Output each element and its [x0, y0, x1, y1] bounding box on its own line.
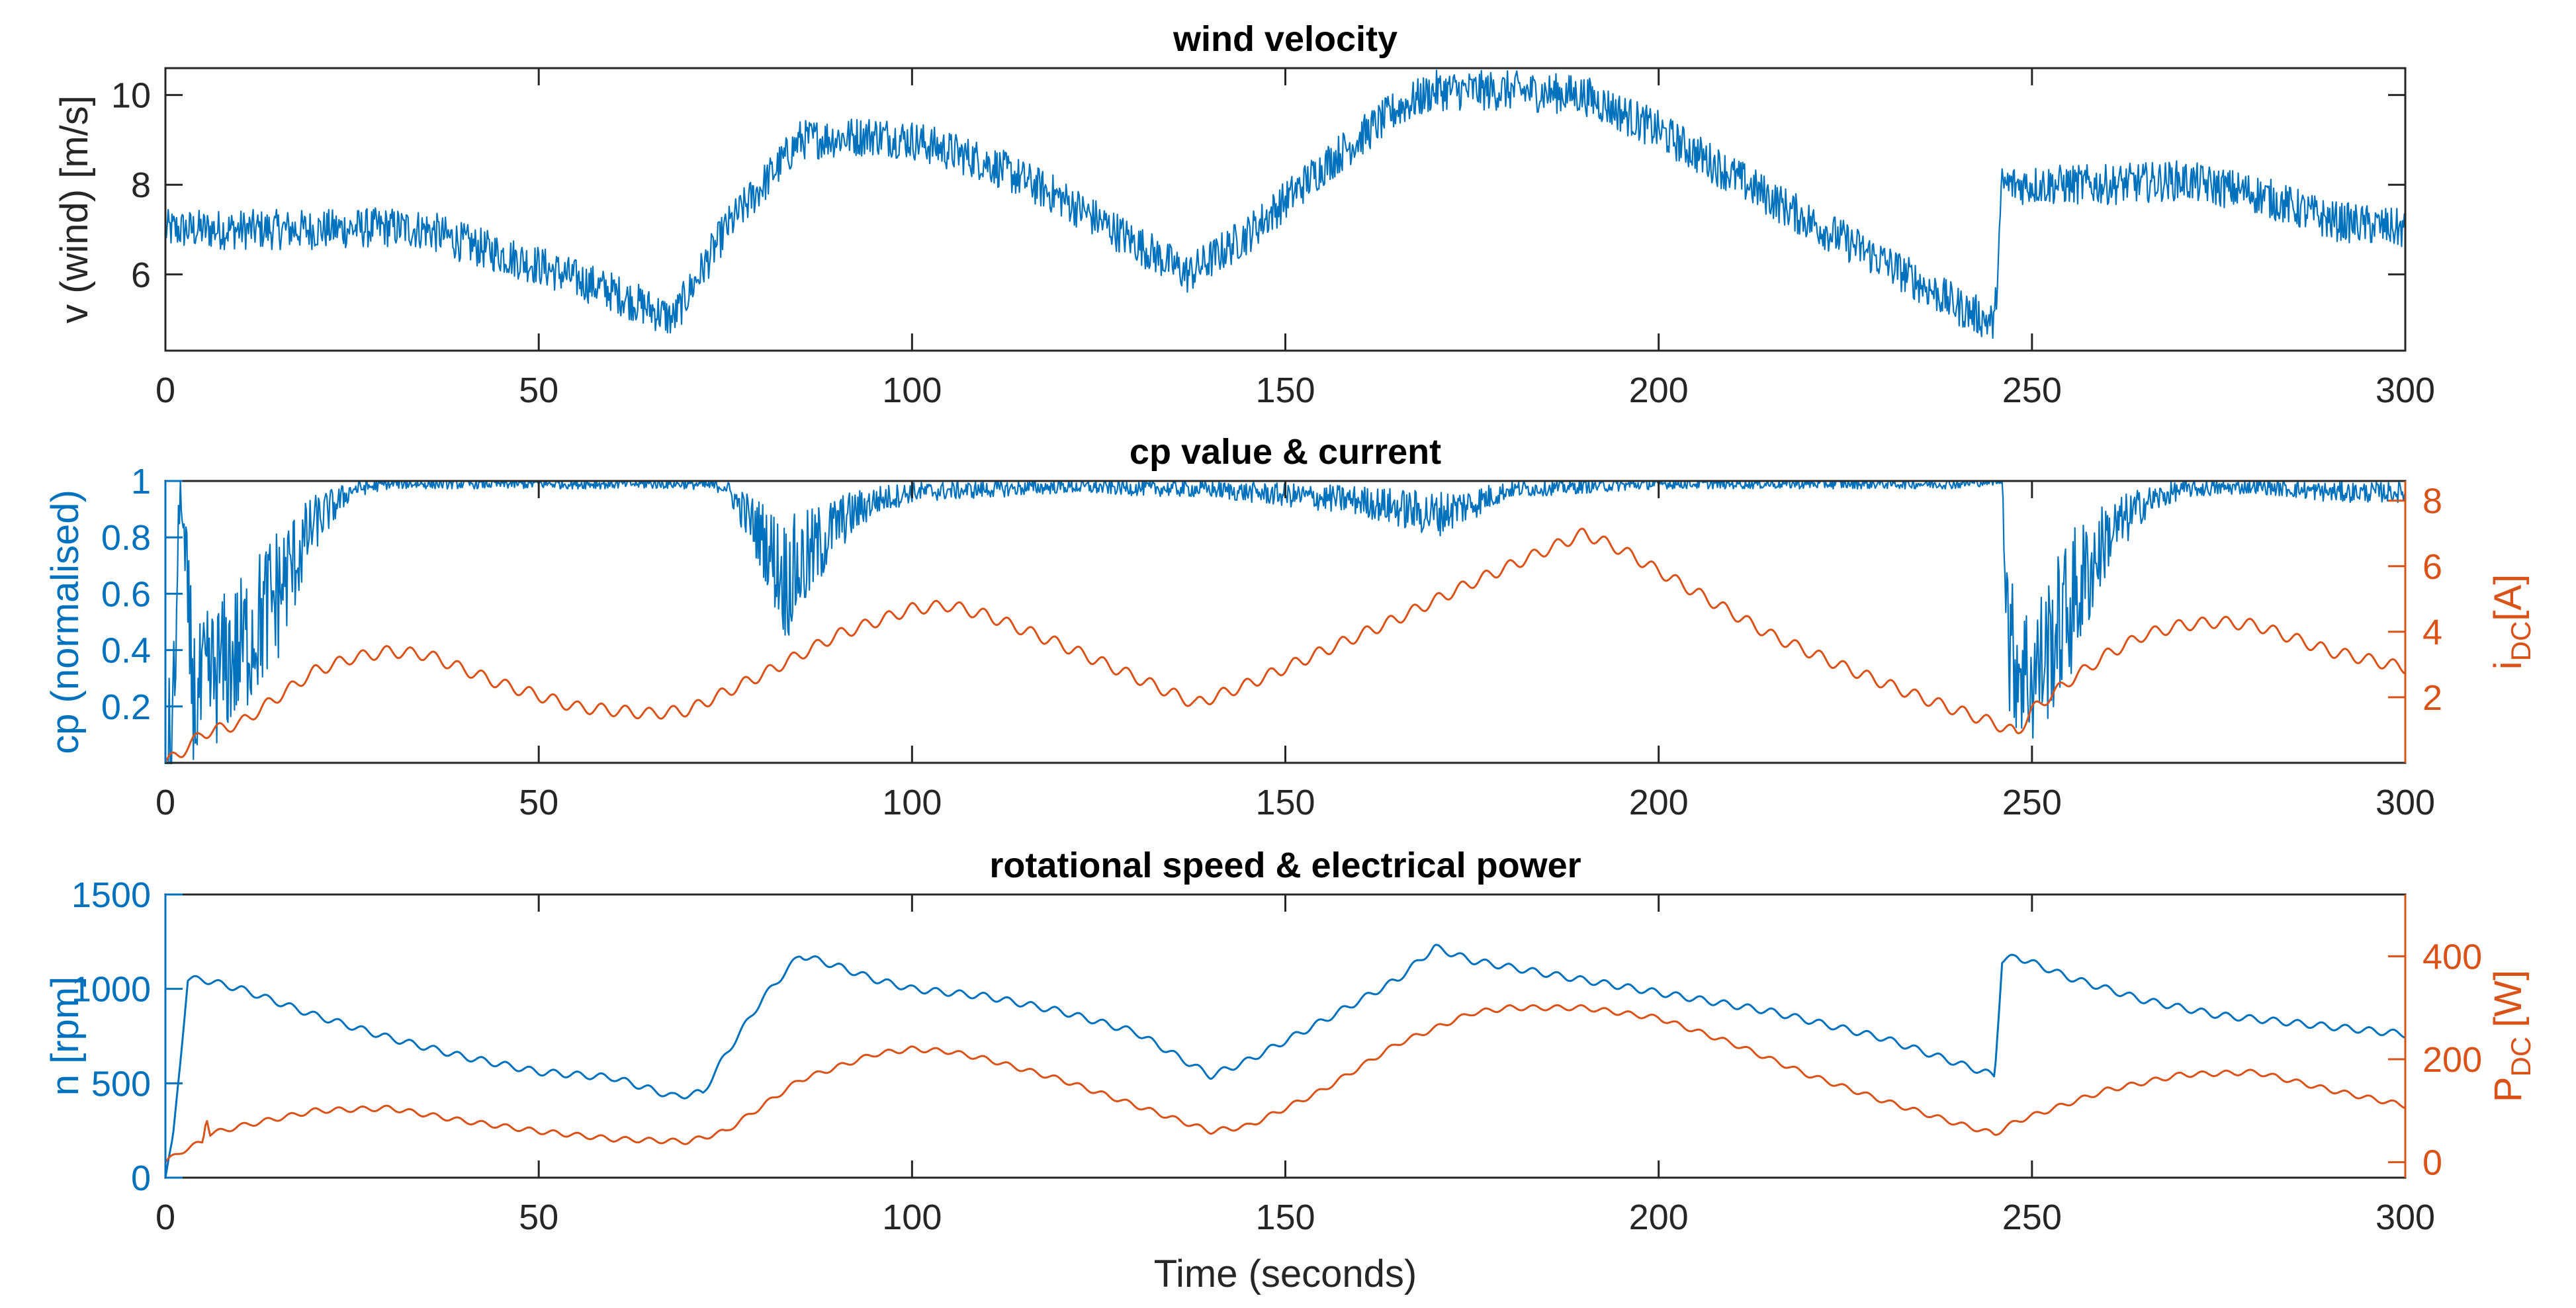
y-tick-label: 500 [91, 1064, 151, 1104]
data-layer [165, 943, 2405, 1178]
x-tick-label: 0 [155, 1198, 175, 1237]
y-tick-label: 1 [131, 462, 151, 501]
y-right-label-sub: DC [2505, 1037, 2536, 1077]
y-right-label-unit: [W] [2487, 970, 2530, 1027]
y-right-tick-label: 4 [2422, 613, 2442, 652]
y-right-label-main: P [2487, 1076, 2530, 1102]
x-tick-label: 200 [1629, 1198, 1689, 1237]
y-tick-label: 0.8 [101, 518, 151, 558]
y-tick-label: 0 [131, 1158, 151, 1198]
x-axis-label: Time (seconds) [1154, 1252, 1417, 1295]
y-tick-label: 0.4 [101, 631, 151, 671]
y-axis-label-right: PDC [W] [2487, 970, 2536, 1102]
y-tick-label: 10 [111, 76, 151, 116]
x-tick-label: 250 [2002, 371, 2062, 410]
y-tick-label: 0.2 [101, 687, 151, 727]
chart-title: wind velocity [1173, 19, 1398, 59]
plot-area [165, 894, 2405, 1178]
y-right-tick-label: 400 [2422, 937, 2482, 977]
x-tick-label: 200 [1629, 371, 1689, 410]
x-tick-label: 200 [1629, 783, 1689, 822]
y-right-label-unit: [A] [2487, 574, 2530, 621]
series-2-line [165, 1004, 2405, 1163]
x-tick-label: 250 [2002, 783, 2062, 822]
x-tick-label: 0 [155, 371, 175, 410]
chart-panel-2: 0 50 100 150 200 250 300 0.2 0.4 0.6 0.8 1 2 4 6 8 iDC[A… [44, 432, 2536, 822]
y-right-label-sub: DC [2505, 621, 2536, 662]
y-tick-label: 1000 [71, 970, 151, 1010]
y-right-tick-label: 6 [2422, 547, 2442, 587]
x-tick-label: 50 [519, 371, 558, 410]
y-axis-label: n [rpm] [44, 977, 87, 1096]
y-right-tick-label: 8 [2422, 482, 2442, 521]
y-tick-label: 1500 [71, 875, 151, 915]
x-tick-label: 100 [882, 371, 942, 410]
y-right-tick-label: 200 [2422, 1040, 2482, 1080]
x-tick-label: 300 [2376, 371, 2435, 410]
series-2-line [165, 527, 2405, 763]
y-right-tick-label: 2 [2422, 678, 2442, 718]
x-tick-label: 150 [1255, 371, 1315, 410]
x-tick-label: 100 [882, 1198, 942, 1237]
series-1-line [165, 69, 2405, 339]
x-tick-label: 100 [882, 783, 942, 822]
x-tick-label: 150 [1255, 1198, 1315, 1237]
y-tick-label: 8 [131, 165, 151, 205]
x-tick-label: 250 [2002, 1198, 2062, 1237]
x-tick-label: 300 [2376, 783, 2435, 822]
series-1-line [165, 943, 2405, 1178]
x-tick-label: 50 [519, 783, 558, 822]
x-tick-label: 300 [2376, 1198, 2435, 1237]
x-tick-label: 0 [155, 783, 175, 822]
data-layer [165, 69, 2405, 339]
chart-panel-1: 0 50 100 150 200 250 300 6 8 10 v (wind) [m/s] wind… [53, 19, 2435, 410]
x-tick-label: 50 [519, 1198, 558, 1237]
y-axis-label-right: iDC[A] [2487, 574, 2536, 670]
chart-title: rotational speed & electrical power [989, 846, 1581, 885]
y-right-label-main: i [2487, 661, 2530, 670]
chart-panel-3: 0 50 100 150 200 250 3000500100015000200400PDC… [44, 846, 2536, 1295]
y-axis-label: v (wind) [m/s] [53, 95, 96, 324]
y-axis-label: cp (normalised) [44, 490, 87, 754]
y-tick-label: 6 [131, 255, 151, 295]
x-tick-label: 150 [1255, 783, 1315, 822]
chart-title: cp value & current [1130, 432, 1441, 472]
y-right-tick-label: 0 [2422, 1143, 2442, 1183]
y-tick-label: 0.6 [101, 574, 151, 614]
